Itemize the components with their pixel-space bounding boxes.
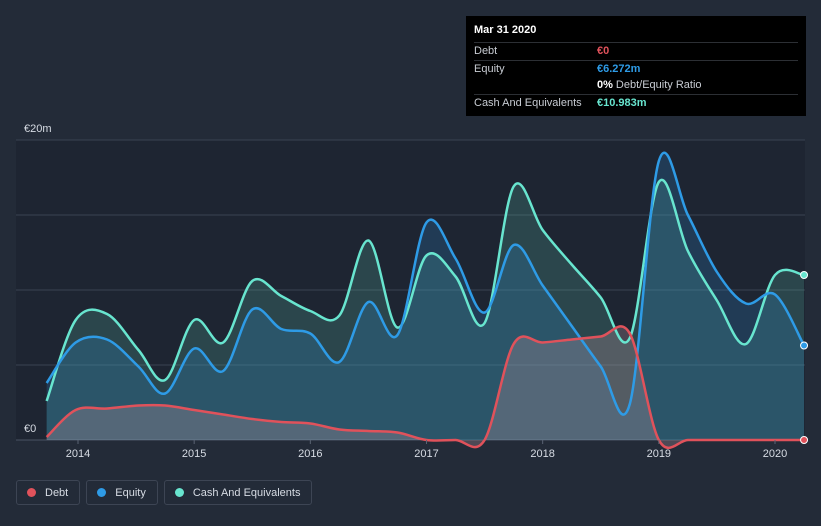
area-cash-and-equivalents [46, 179, 805, 440]
end-markers [800, 271, 809, 444]
tooltip-row-equity: Equity €6.272m [474, 59, 798, 78]
tooltip-value: €0 [597, 45, 610, 58]
legend-swatch-icon [27, 488, 36, 497]
tooltip-value: €10.983m [597, 96, 647, 109]
legend-swatch-icon [174, 488, 184, 497]
x-tick-label: 2015 [182, 448, 206, 460]
x-tick-label: 2017 [414, 448, 438, 460]
tooltip-value: €6.272m [597, 62, 641, 75]
tooltip-label: Equity [474, 62, 505, 75]
legend-label: Debt [45, 486, 69, 499]
x-tick-label: 2016 [298, 448, 322, 460]
x-tick-label: 2020 [763, 448, 787, 460]
x-tick-label: 2019 [647, 448, 671, 460]
x-tick-label: 2018 [530, 448, 554, 460]
tooltip-date: Mar 31 2020 [474, 24, 537, 36]
area-equity [46, 152, 805, 440]
legend: Debt Equity Cash And Equivalents [16, 480, 313, 507]
y-tick-label: €0 [24, 423, 36, 435]
legend-label: Cash And Equivalents [192, 486, 301, 499]
tooltip-row-debt: Debt €0 [474, 42, 798, 60]
x-tick-label: 2014 [66, 448, 90, 460]
tooltip-row-cash: Cash And Equivalents €10.983m [474, 93, 798, 112]
line-debt [45, 325, 805, 450]
tooltip-label: Cash And Equivalents [474, 96, 582, 109]
legend-swatch-icon [97, 488, 107, 497]
tooltip-row-ratio: 0% Debt/Equity Ratio [474, 77, 798, 94]
y-tick-label: €20m [24, 123, 52, 135]
legend-item-cash[interactable]: Cash And Equivalents [163, 480, 313, 505]
tooltip-sublabel: Debt/Equity Ratio [615, 79, 702, 92]
legend-label: Equity [115, 486, 146, 499]
tooltip-panel: Mar 31 2020 Debt €0 Equity €6.272m 0% De… [466, 16, 806, 116]
end-point-debt [800, 436, 809, 444]
line-equity [45, 151, 806, 416]
tooltip-value: 0% [597, 79, 613, 92]
end-point-cash-and-equivalents [800, 271, 809, 279]
legend-item-equity[interactable]: Equity [86, 480, 158, 505]
axes: €0 €20m 2014 2015 2016 2017 2018 2019 2020 [24, 123, 787, 460]
line-cash-and-equivalents [45, 178, 805, 402]
legend-item-debt[interactable]: Debt [16, 480, 81, 505]
end-point-equity [800, 341, 809, 350]
tooltip-label: Debt [474, 45, 498, 58]
series-lines [45, 151, 806, 450]
